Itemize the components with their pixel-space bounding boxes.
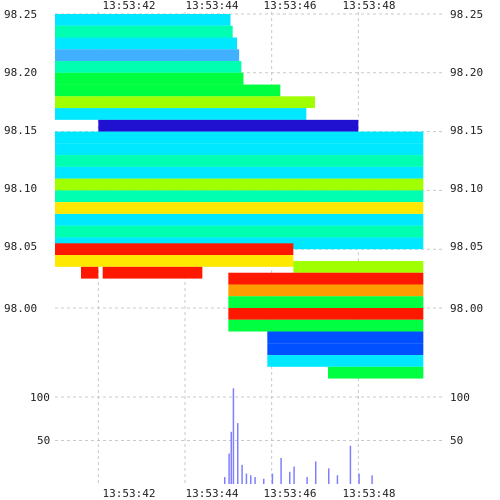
heatmap-segment xyxy=(55,37,237,50)
heatmap-segment xyxy=(55,108,307,120)
heatmap-segment xyxy=(228,284,424,297)
heatmap-segment xyxy=(55,225,424,238)
volume-bar xyxy=(263,478,265,484)
x-tick-top-1344: 13:53:44 xyxy=(186,0,239,12)
heatmap-segment xyxy=(55,25,233,38)
volume-bar xyxy=(230,431,232,484)
y-tick-left-100: 100 xyxy=(30,391,50,404)
heatmap-segment xyxy=(55,243,294,256)
heatmap-segment xyxy=(55,61,242,73)
volume-bar xyxy=(254,477,256,484)
volume-bar xyxy=(232,388,235,484)
heatmap-segment xyxy=(55,14,231,26)
heatmap-segment xyxy=(55,49,240,62)
heatmap-segment xyxy=(328,366,424,379)
heatmap-segment xyxy=(228,319,424,332)
heatmap-segment xyxy=(228,272,424,285)
volume-bar xyxy=(245,473,248,484)
heatmap-segment xyxy=(98,119,359,132)
y-tick-right-98-00: 98.00 xyxy=(450,302,483,315)
heatmap-segment xyxy=(81,266,99,279)
volume-bar xyxy=(289,471,291,484)
y-tick-right-98-05: 98.05 xyxy=(450,240,483,253)
heatmap-segment xyxy=(55,166,424,179)
heatmap-segment xyxy=(293,260,424,273)
y-tick-right-50: 50 xyxy=(450,434,463,447)
y-tick-left-98-20: 98.20 xyxy=(4,66,37,79)
y-tick-right-98-20: 98.20 xyxy=(450,66,483,79)
heatmap-segment xyxy=(55,143,424,156)
volume-bar xyxy=(228,453,230,484)
volume-bar xyxy=(371,475,373,484)
x-tick-top-1346: 13:53:46 xyxy=(264,0,317,12)
heatmap-segment xyxy=(55,213,424,226)
y-tick-left-98-10: 98.10 xyxy=(4,182,37,195)
heatmap-segment xyxy=(267,331,424,344)
y-tick-left-50: 50 xyxy=(37,434,50,447)
y-tick-left-98-25: 98.25 xyxy=(4,8,37,21)
x-tick-top-1342: 13:53:42 xyxy=(103,0,156,12)
heatmap-segment xyxy=(228,296,424,308)
volume-bar xyxy=(280,457,282,484)
volume-bar xyxy=(358,473,360,484)
right-y-ticks: 98.25 98.20 98.15 98.10 98.05 98.00 100 … xyxy=(450,8,483,447)
volume-bar xyxy=(271,473,274,484)
heatmap-segment xyxy=(55,155,424,167)
heatmap-segment xyxy=(55,131,424,144)
volume-bar xyxy=(250,475,252,484)
heatmap-segment xyxy=(55,255,294,267)
volume-bar xyxy=(224,477,226,484)
volume-bar xyxy=(306,477,308,484)
y-tick-right-98-15: 98.15 xyxy=(450,124,483,137)
volume-bar xyxy=(328,468,330,484)
heatmap-segment xyxy=(55,202,424,214)
heatmap-segment xyxy=(102,266,203,279)
top-x-ticks: 13:53:42 13:53:44 13:53:46 13:53:48 xyxy=(103,0,396,12)
volume-bar xyxy=(315,461,317,484)
bottom-x-ticks: 13:53:42 13:53:44 13:53:46 13:53:48 xyxy=(103,487,396,500)
volume-bar xyxy=(336,475,339,484)
heatmap-segment xyxy=(267,343,424,356)
y-tick-left-98-15: 98.15 xyxy=(4,124,37,137)
heatmap-segment xyxy=(55,178,424,191)
volume-bar xyxy=(241,464,243,484)
x-tick-top-1348: 13:53:48 xyxy=(343,0,396,12)
heatmap-segment xyxy=(55,72,244,85)
heatmap-segment xyxy=(55,84,281,97)
y-tick-right-98-10: 98.10 xyxy=(450,182,483,195)
y-tick-right-100: 100 xyxy=(450,391,470,404)
heatmap-segment xyxy=(267,355,424,367)
heatmap-segment xyxy=(228,308,424,320)
heatmap-segment xyxy=(55,190,424,203)
x-tick-bottom-1344: 13:53:44 xyxy=(186,487,239,500)
volume-bars xyxy=(224,388,373,484)
heatmap-segments xyxy=(55,14,424,379)
volume-bar xyxy=(237,423,239,484)
left-y-ticks: 98.25 98.20 98.15 98.10 98.05 98.00 100 … xyxy=(4,8,50,447)
volume-bar xyxy=(349,445,352,484)
x-tick-bottom-1342: 13:53:42 xyxy=(103,487,156,500)
x-tick-bottom-1346: 13:53:46 xyxy=(264,487,317,500)
y-tick-left-98-05: 98.05 xyxy=(4,240,37,253)
heatmap-segment xyxy=(55,96,315,109)
y-tick-right-98-25: 98.25 xyxy=(450,8,483,21)
volume-bar xyxy=(293,466,295,484)
x-tick-bottom-1348: 13:53:48 xyxy=(343,487,396,500)
y-tick-left-98-00: 98.00 xyxy=(4,302,37,315)
